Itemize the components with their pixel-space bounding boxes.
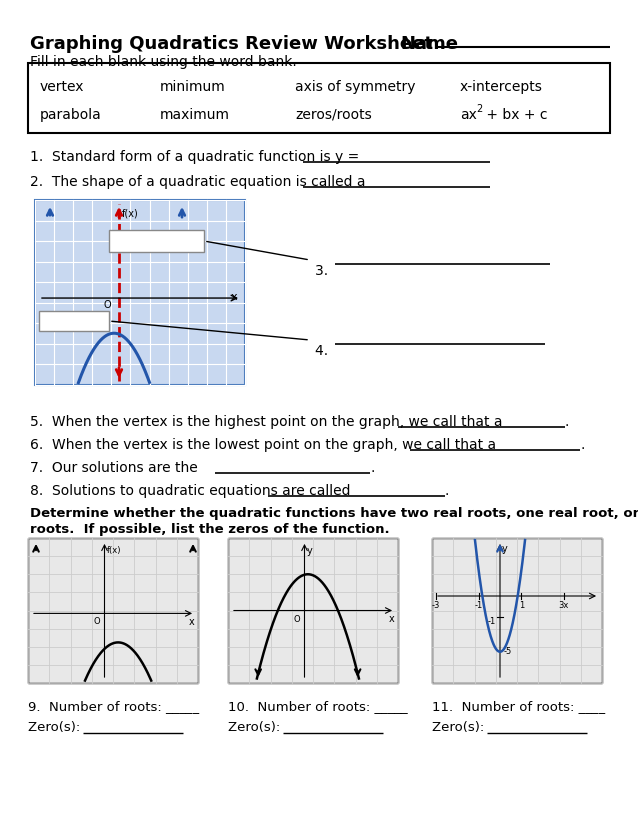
Bar [228, 538, 398, 683]
Bar [35, 200, 245, 385]
Bar [109, 230, 204, 252]
Bar [28, 538, 198, 683]
Text: Fill in each blank using the word bank.: Fill in each blank using the word bank. [30, 55, 297, 69]
Text: Zero(s): ___________: Zero(s): ___________ [28, 720, 158, 733]
Bar [432, 538, 602, 683]
Text: 2.  The shape of a quadratic equation is called a: 2. The shape of a quadratic equation is … [30, 175, 370, 189]
Text: Determine whether the quadratic functions have two real roots, one real root, or: Determine whether the quadratic function… [30, 507, 638, 520]
Text: Zero(s): ____________: Zero(s): ____________ [228, 720, 364, 733]
Text: minimum: minimum [160, 80, 226, 94]
Text: -1: -1 [475, 601, 483, 610]
Text: 2: 2 [476, 104, 482, 114]
Text: -5: -5 [504, 647, 512, 656]
Text: 9.  Number of roots: _____: 9. Number of roots: _____ [28, 700, 199, 713]
Text: O: O [103, 300, 111, 310]
Text: + bx + c: + bx + c [482, 108, 547, 122]
Text: roots.  If possible, list the zeros of the function.: roots. If possible, list the zeros of th… [30, 523, 390, 536]
Text: x-intercepts: x-intercepts [460, 80, 543, 94]
Text: Name: Name [400, 35, 458, 53]
Text: x: x [389, 615, 394, 624]
Text: y: y [502, 544, 508, 554]
Text: 5.  When the vertex is the highest point on the graph, we call that a: 5. When the vertex is the highest point … [30, 415, 507, 429]
Text: axis of symmetry: axis of symmetry [295, 80, 415, 94]
Text: O: O [94, 617, 101, 626]
Text: f(x): f(x) [122, 208, 138, 218]
Text: 1.  Standard form of a quadratic function is y =: 1. Standard form of a quadratic function… [30, 150, 364, 164]
Text: ax: ax [460, 108, 477, 122]
Text: x: x [188, 617, 194, 628]
Text: y: y [306, 546, 312, 556]
Text: 7.  Our solutions are the: 7. Our solutions are the [30, 461, 202, 475]
Text: parabola: parabola [40, 108, 101, 122]
Text: -1: -1 [487, 617, 496, 626]
Bar [39, 311, 109, 331]
Text: 8.  Solutions to quadratic equations are called: 8. Solutions to quadratic equations are … [30, 484, 355, 498]
Text: 11.  Number of roots: ____: 11. Number of roots: ____ [432, 700, 605, 713]
Text: 3.: 3. [315, 264, 337, 278]
Text: Graphing Quadratics Review Worksheet: Graphing Quadratics Review Worksheet [30, 35, 433, 53]
Text: .: . [445, 484, 449, 498]
Text: O: O [294, 615, 300, 624]
Text: x: x [230, 292, 237, 302]
Text: 3x: 3x [558, 601, 569, 610]
Text: 10.  Number of roots: _____: 10. Number of roots: _____ [228, 700, 408, 713]
Text: f(x): f(x) [107, 546, 121, 555]
Text: 4.: 4. [315, 344, 337, 358]
Text: .: . [565, 415, 569, 429]
Text: Zero(s): ____________: Zero(s): ____________ [432, 720, 568, 733]
Text: vertex: vertex [40, 80, 84, 94]
Text: zeros/roots: zeros/roots [295, 108, 372, 122]
Bar [28, 63, 610, 133]
Text: .: . [580, 438, 584, 452]
Text: 1: 1 [519, 601, 524, 610]
Text: 6.  When the vertex is the lowest point on the graph, we call that a: 6. When the vertex is the lowest point o… [30, 438, 500, 452]
Text: .: . [370, 461, 375, 475]
Text: maximum: maximum [160, 108, 230, 122]
Text: -3: -3 [432, 601, 440, 610]
